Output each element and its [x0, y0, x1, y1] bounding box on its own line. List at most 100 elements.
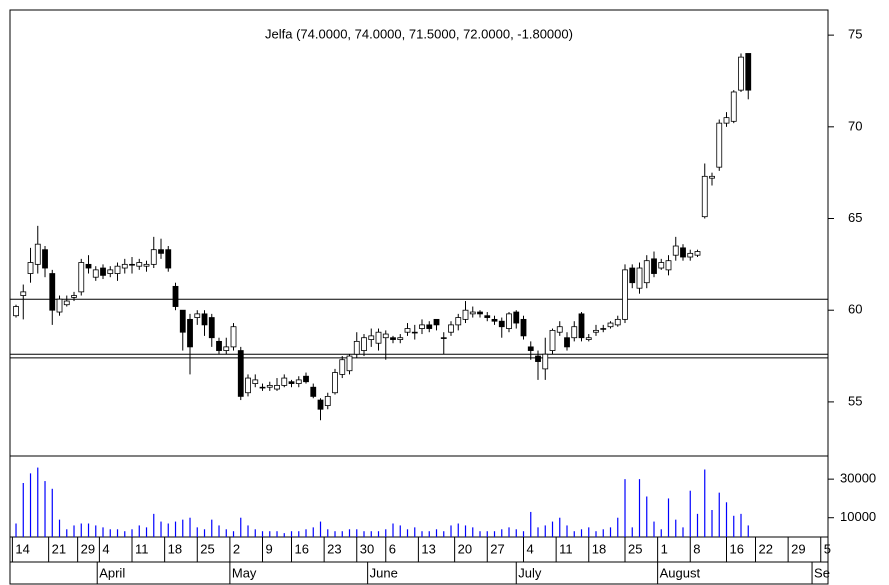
- candle-body: [513, 311, 520, 324]
- candle-body: [332, 372, 338, 394]
- candle-body: [165, 249, 172, 269]
- candle-body: [694, 251, 701, 256]
- x-tick-label: 4: [102, 541, 109, 556]
- candle-body: [600, 328, 607, 330]
- y-tick-label: 75: [848, 27, 862, 42]
- candle-body: [20, 291, 27, 296]
- x-tick-label: 21: [52, 541, 66, 556]
- candle-body: [252, 379, 259, 384]
- candle-body: [303, 375, 309, 383]
- candle-body: [484, 315, 491, 318]
- y-tick-label: 30000: [840, 471, 876, 486]
- candle-body: [658, 262, 665, 269]
- candle-body: [730, 91, 737, 122]
- x-tick-label: 13: [421, 541, 435, 556]
- x-tick-label: 27: [490, 541, 504, 556]
- candle-body: [440, 337, 447, 339]
- candle-body: [136, 262, 143, 267]
- candle-body: [216, 340, 222, 351]
- candle-body: [375, 331, 382, 344]
- x-tick-label: 4: [527, 541, 534, 556]
- y-tick-label: 10000: [840, 509, 876, 524]
- candle-body: [448, 324, 454, 333]
- y-tick-label: 65: [848, 210, 862, 225]
- candle-body: [643, 260, 650, 284]
- candle-body: [462, 309, 469, 320]
- candle-body: [469, 311, 476, 315]
- candle-body: [455, 317, 462, 326]
- candle-body: [223, 346, 230, 351]
- x-tick-label: 11: [135, 541, 149, 556]
- candle-body: [143, 263, 150, 267]
- candle-body: [368, 335, 375, 340]
- candle-body: [92, 269, 99, 278]
- candle-body: [121, 263, 128, 269]
- candle-body: [709, 175, 715, 179]
- candle-body: [549, 329, 556, 351]
- candle-body: [42, 249, 48, 269]
- frame: [9, 9, 829, 585]
- x-tick-label: 18: [168, 541, 182, 556]
- candle-body: [687, 252, 694, 258]
- candle-body: [397, 337, 404, 340]
- candle-body: [745, 53, 752, 91]
- candle-body: [622, 269, 628, 320]
- candle-body: [281, 377, 288, 386]
- x-tick-label: 29: [81, 541, 95, 556]
- candle-body: [237, 350, 244, 397]
- candle-body: [353, 340, 360, 355]
- candle-body: [520, 318, 527, 337]
- candle-body: [310, 386, 317, 397]
- x-tick-label: 11: [559, 541, 573, 556]
- candle-body: [274, 384, 280, 390]
- candle-body: [63, 300, 70, 306]
- candle-body: [129, 263, 135, 266]
- candle-body: [433, 318, 440, 326]
- candle-body: [56, 298, 63, 313]
- candle-body: [34, 243, 41, 265]
- candle-body: [723, 117, 730, 124]
- month-label: May: [232, 565, 257, 580]
- candle-body: [324, 395, 331, 406]
- candle-body: [27, 262, 34, 274]
- candle-body: [716, 122, 723, 168]
- candle-body: [614, 318, 621, 326]
- candle-body: [201, 313, 208, 326]
- x-tick-label: 20: [458, 541, 472, 556]
- x-tick-label: 16: [295, 541, 309, 556]
- month-label: April: [99, 565, 125, 580]
- candle-body: [426, 324, 433, 329]
- candle-body: [680, 247, 686, 258]
- candle-body: [317, 399, 324, 410]
- candle-body: [288, 381, 295, 384]
- candle-body: [85, 263, 92, 269]
- candle-body: [71, 295, 77, 298]
- candle-body: [100, 267, 106, 276]
- y-tick-label: 55: [848, 393, 862, 408]
- candle-body: [651, 258, 657, 274]
- candle-body: [672, 245, 679, 256]
- candle-body: [390, 337, 396, 340]
- x-tick-label: 30: [360, 541, 374, 556]
- candle-body: [172, 285, 179, 307]
- month-label: June: [370, 565, 398, 580]
- candle-body: [339, 359, 346, 375]
- x-tick-label: 23: [327, 541, 341, 556]
- x-tick-label: 1: [661, 541, 668, 556]
- candle-body: [585, 337, 592, 340]
- candle-body: [542, 353, 549, 370]
- candle-body: [266, 384, 273, 388]
- x-tick-label: 25: [200, 541, 214, 556]
- x-tick-label: 9: [266, 541, 273, 556]
- candle-body: [564, 337, 570, 348]
- candle-body: [665, 260, 672, 271]
- candle-body: [13, 306, 19, 317]
- candle-body: [107, 269, 114, 274]
- candle-body: [491, 318, 498, 322]
- candle-body: [259, 386, 266, 389]
- candle-body: [738, 56, 744, 91]
- candle-body: [578, 313, 585, 339]
- y-tick-label: 70: [848, 118, 862, 133]
- candle-body: [701, 175, 708, 218]
